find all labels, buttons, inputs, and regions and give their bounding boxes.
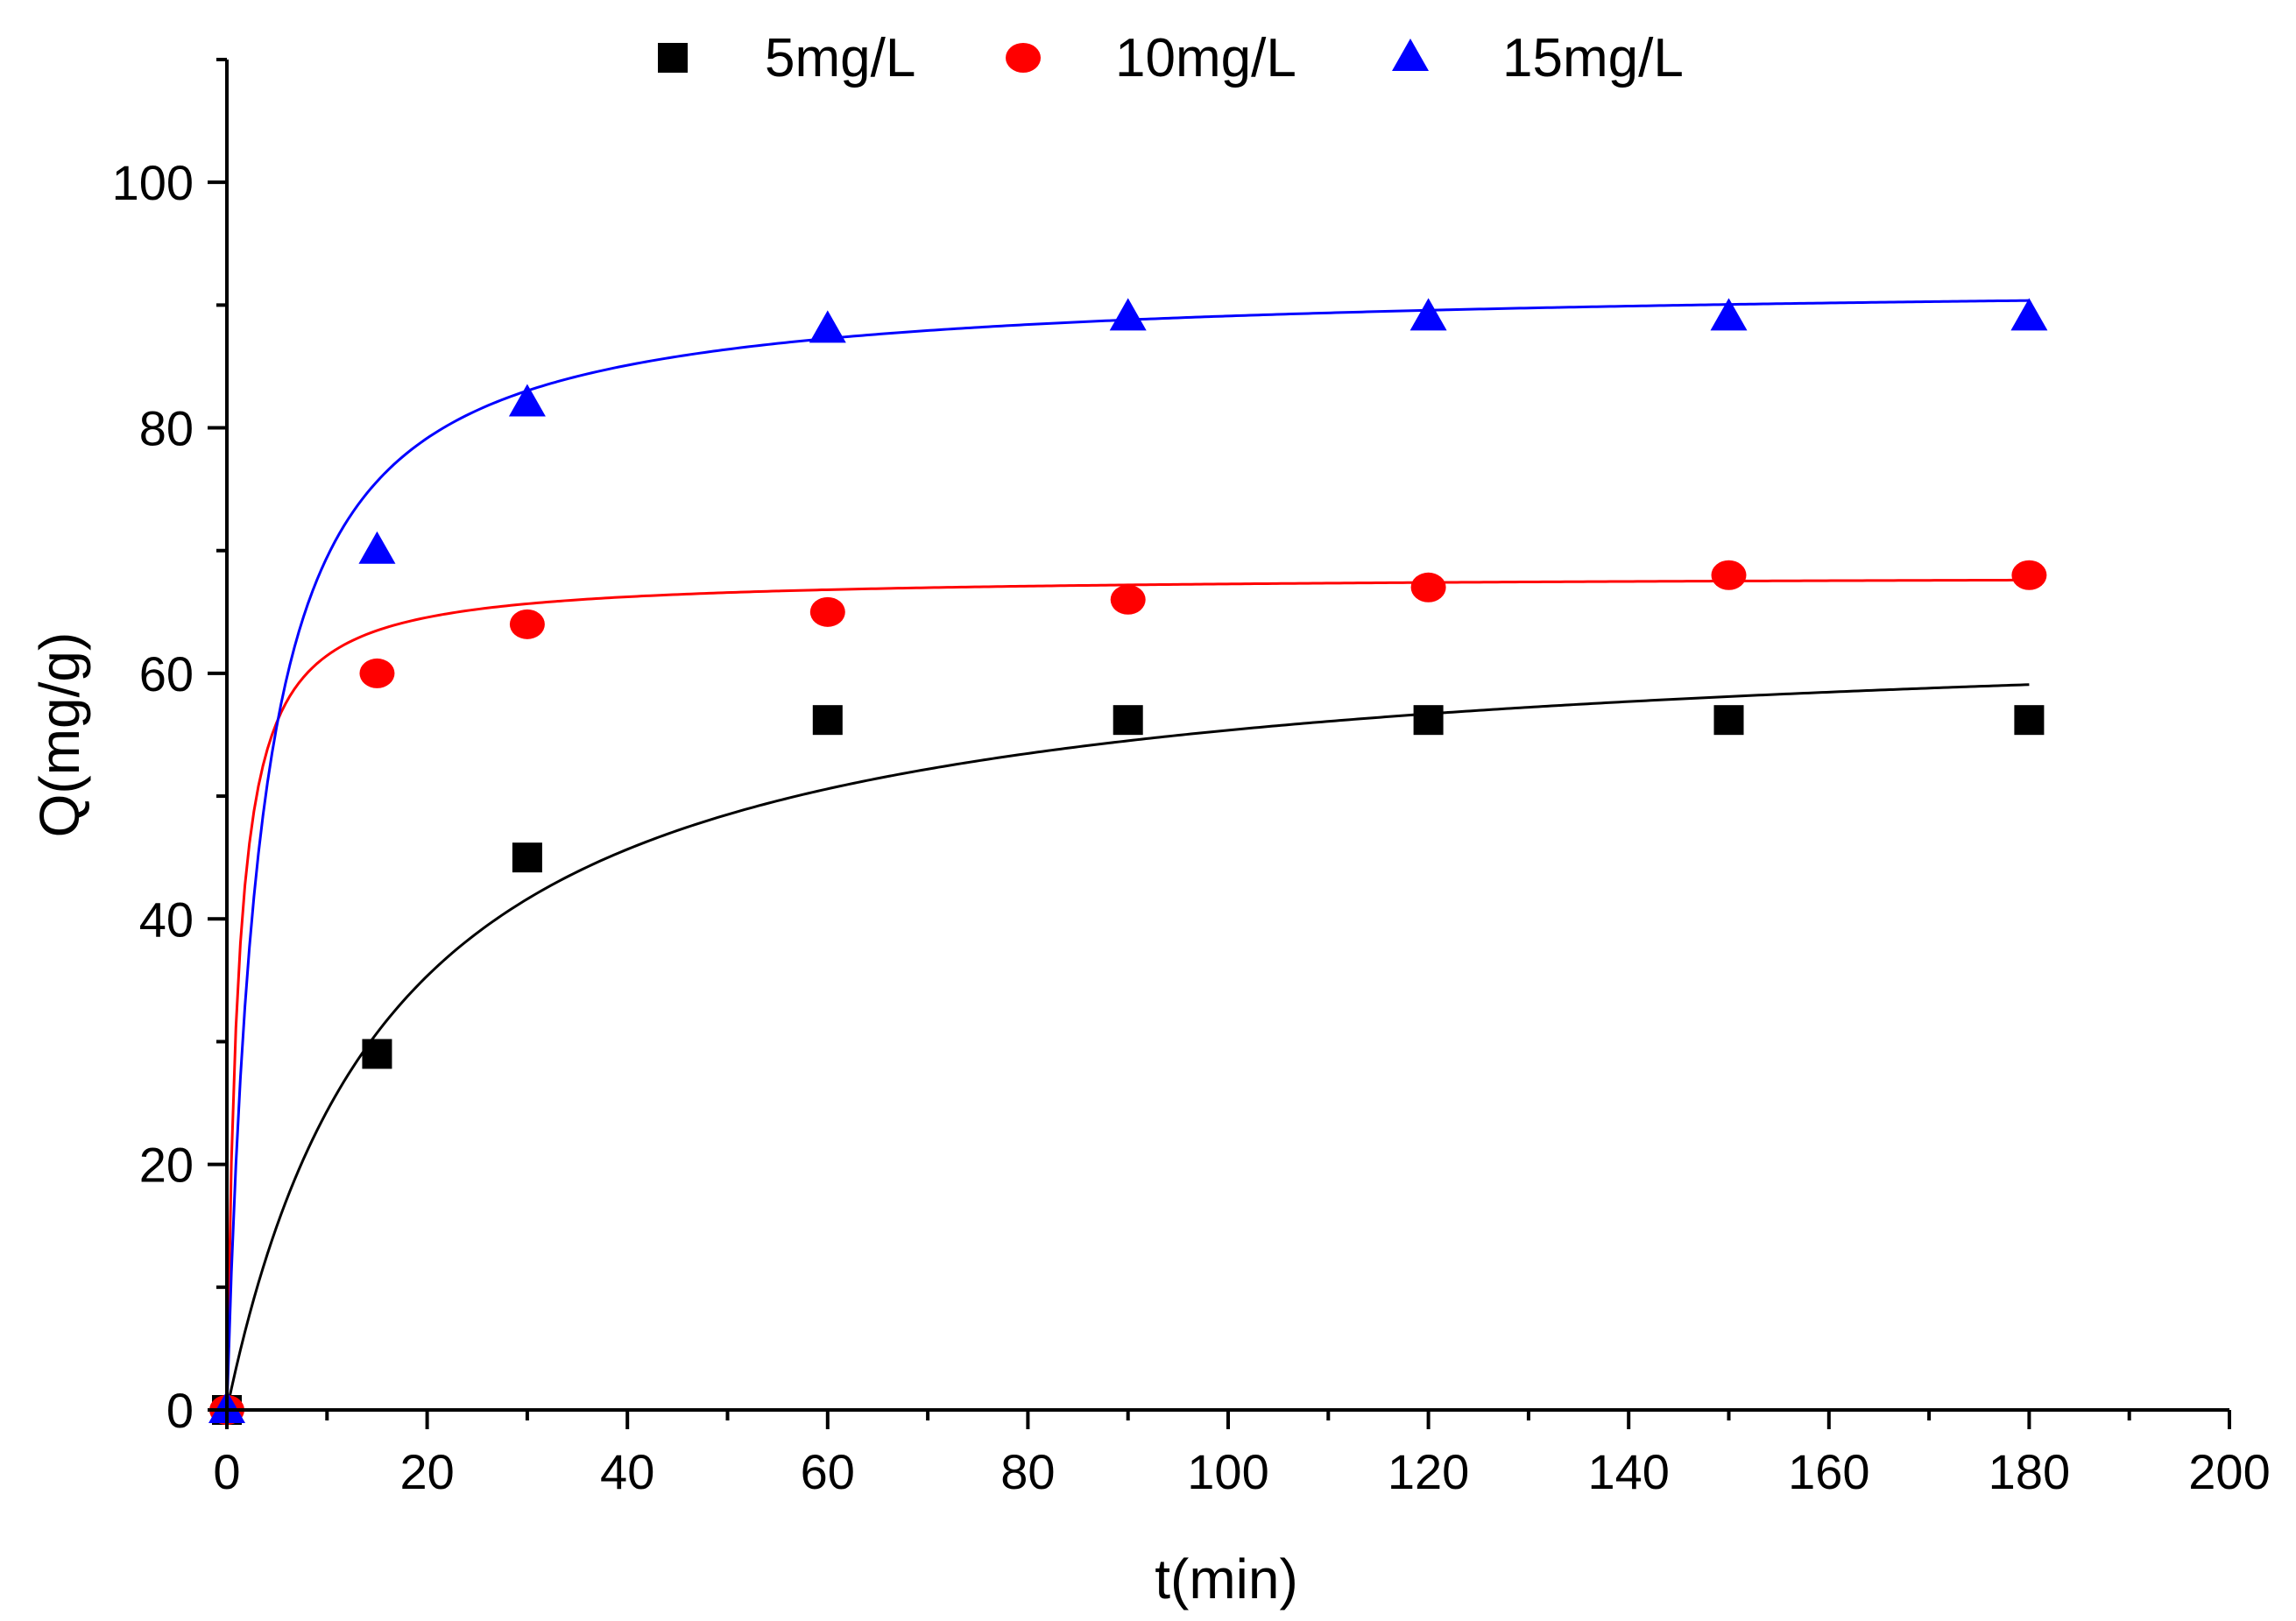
x-tick-label: 100	[1187, 1444, 1268, 1499]
axes	[225, 60, 2229, 1412]
data-point-5mg/L	[2014, 705, 2045, 736]
y-axis-title: Q(mg/g)	[28, 632, 91, 838]
data-point-5mg/L	[512, 842, 542, 873]
legend-label-5mg/L: 5mg/L	[765, 28, 915, 88]
fit-curves	[225, 299, 2030, 1411]
y-tick-label: 0	[166, 1383, 194, 1438]
x-tick-label: 80	[1000, 1444, 1055, 1499]
x-tick-label: 120	[1388, 1444, 1469, 1499]
data-point-5mg/L	[1413, 705, 1444, 736]
y-tick-label: 100	[112, 155, 194, 210]
y-tick-label: 40	[139, 892, 194, 947]
x-tick-label: 200	[2188, 1444, 2270, 1499]
data-point-5mg/L	[1113, 705, 1143, 736]
data-point-10mg/L	[509, 609, 545, 639]
x-tick-label: 140	[1587, 1444, 1669, 1499]
x-tick-label: 180	[1989, 1444, 2070, 1499]
legend-label-15mg/L: 15mg/L	[1502, 28, 1684, 88]
data-point-10mg/L	[359, 658, 395, 688]
data-point-5mg/L	[362, 1039, 392, 1069]
x-tick-label: 20	[399, 1444, 454, 1499]
legend-marker-5mg/L	[658, 43, 688, 73]
x-tick-label: 160	[1788, 1444, 1869, 1499]
legend-label-10mg/L: 10mg/L	[1115, 28, 1296, 88]
data-point-15mg/L	[1109, 298, 1147, 331]
data-point-10mg/L	[1110, 584, 1146, 615]
fit-curve-15mg/L	[225, 299, 2030, 1411]
x-tick-label: 40	[600, 1444, 654, 1499]
data-point-10mg/L	[1410, 572, 1446, 603]
y-tick-label: 60	[139, 646, 194, 701]
data-markers	[208, 298, 2048, 1425]
axis-ticks	[208, 58, 2231, 1429]
data-point-5mg/L	[1713, 705, 1744, 736]
data-point-15mg/L	[358, 531, 396, 564]
axis-tick-labels: 0 20 40 60 80 100 120 140 160 180 200 0 20 40 60 80 100	[112, 155, 2271, 1499]
data-point-10mg/L	[1711, 560, 1747, 590]
data-point-5mg/L	[812, 705, 843, 736]
y-tick-label: 80	[139, 401, 194, 456]
data-point-15mg/L	[508, 384, 546, 417]
y-tick-label: 20	[139, 1138, 194, 1193]
x-tick-label: 60	[801, 1444, 855, 1499]
legend: 5mg/L 10mg/L 15mg/L	[658, 28, 1684, 88]
data-point-15mg/L	[1710, 298, 1748, 331]
x-tick-label: 0	[213, 1444, 240, 1499]
data-point-15mg/L	[2010, 298, 2048, 331]
data-point-10mg/L	[809, 596, 845, 627]
legend-marker-15mg/L	[1392, 39, 1429, 71]
legend-marker-10mg/L	[1006, 43, 1041, 73]
data-point-15mg/L	[809, 310, 846, 343]
x-axis-title: t(min)	[1155, 1547, 1298, 1610]
data-point-10mg/L	[2011, 560, 2047, 590]
data-point-15mg/L	[1409, 298, 1447, 331]
fit-curve-10mg/L	[225, 578, 2030, 1411]
fit-curve-5mg/L	[225, 683, 2030, 1411]
